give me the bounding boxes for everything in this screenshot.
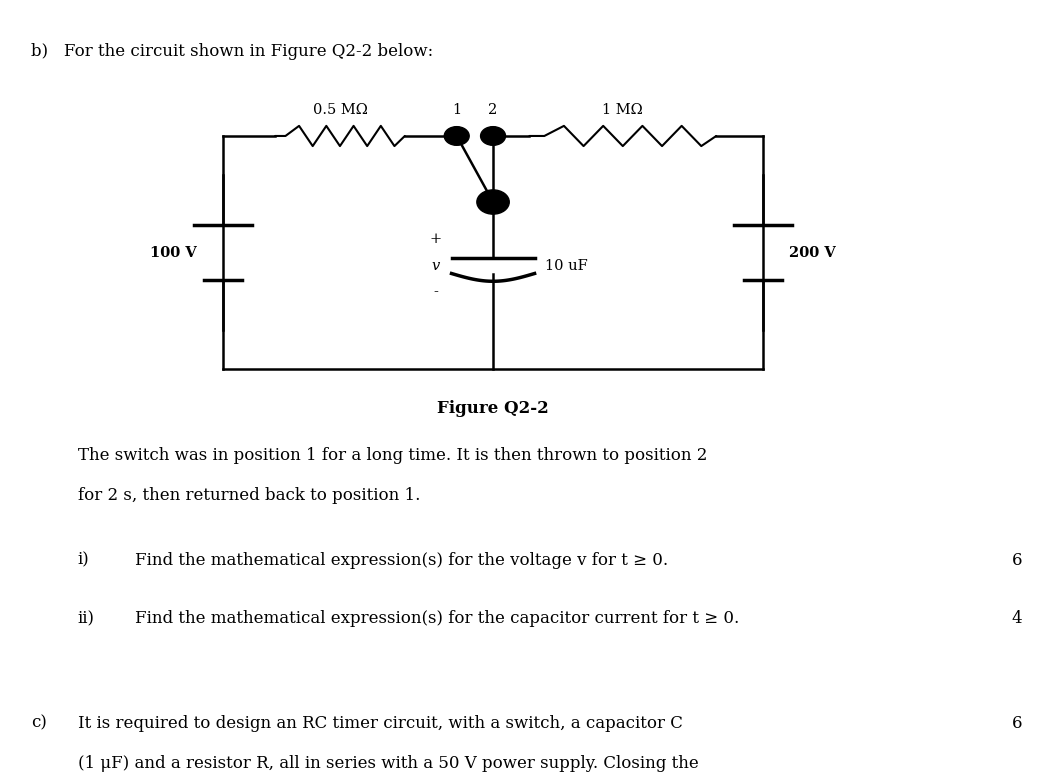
Circle shape — [481, 127, 506, 145]
Text: 200 V: 200 V — [789, 246, 836, 260]
Text: 1: 1 — [453, 103, 461, 117]
Text: 4: 4 — [1012, 610, 1022, 627]
Text: It is required to design an RC timer circuit, with a switch, a capacitor C: It is required to design an RC timer cir… — [78, 715, 683, 732]
Text: v: v — [432, 259, 440, 273]
Text: (1 μF) and a resistor R, all in series with a 50 V power supply. Closing the: (1 μF) and a resistor R, all in series w… — [78, 755, 699, 772]
Text: 1 MΩ: 1 MΩ — [602, 103, 644, 117]
Text: 6: 6 — [1012, 715, 1022, 732]
Text: Find the mathematical expression(s) for the voltage v for t ≥ 0.: Find the mathematical expression(s) for … — [135, 552, 668, 569]
Text: c): c) — [31, 715, 47, 732]
Text: 10 uF: 10 uF — [545, 259, 588, 273]
Text: Find the mathematical expression(s) for the capacitor current for t ≥ 0.: Find the mathematical expression(s) for … — [135, 610, 739, 627]
Circle shape — [476, 190, 510, 214]
Text: +: + — [430, 232, 442, 246]
Text: for 2 s, then returned back to position 1.: for 2 s, then returned back to position … — [78, 487, 420, 504]
Text: 0.5 MΩ: 0.5 MΩ — [312, 103, 367, 117]
Circle shape — [444, 127, 469, 145]
Text: 6: 6 — [1012, 552, 1022, 569]
Text: ii): ii) — [78, 610, 94, 627]
Text: 100 V: 100 V — [151, 246, 197, 260]
Text: -: - — [434, 285, 438, 299]
Text: i): i) — [78, 552, 89, 569]
Text: b)   For the circuit shown in Figure Q2-2 below:: b) For the circuit shown in Figure Q2-2 … — [31, 43, 434, 60]
Text: Figure Q2-2: Figure Q2-2 — [437, 400, 549, 417]
Text: The switch was in position 1 for a long time. It is then thrown to position 2: The switch was in position 1 for a long … — [78, 447, 707, 464]
Text: 2: 2 — [489, 103, 497, 117]
